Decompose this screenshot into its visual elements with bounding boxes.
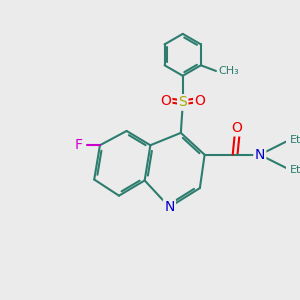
Text: N: N [255,148,265,162]
Text: CH₃: CH₃ [218,66,239,76]
Text: F: F [75,138,83,152]
Text: Et: Et [290,134,300,145]
Text: O: O [232,121,242,135]
Text: Et: Et [290,165,300,175]
Text: S: S [178,95,187,110]
Text: O: O [194,94,205,107]
Text: N: N [164,200,175,214]
Text: O: O [160,94,171,107]
